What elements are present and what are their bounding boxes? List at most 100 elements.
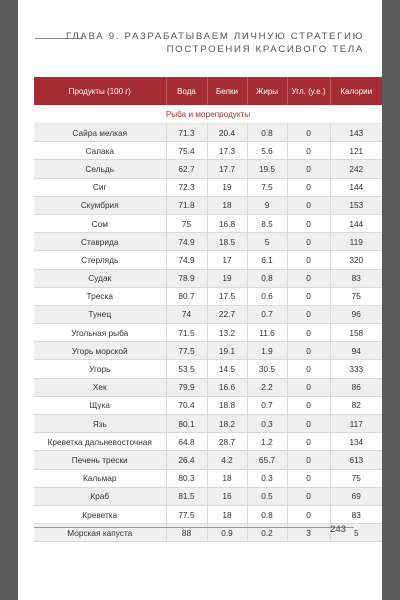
protein-value: 18 [207, 196, 248, 215]
carbs-value: 0 [287, 341, 331, 361]
table-row: Язь 80.1 18.2 0.3 0 117 [34, 414, 382, 434]
product-name: Морская капуста [34, 523, 167, 543]
carbs-value: 0 [287, 123, 331, 143]
header-rule [35, 38, 83, 39]
carbs-value: 0 [287, 305, 331, 325]
table-row: Сельдь 62.7 17.7 19.5 0 242 [34, 159, 382, 179]
product-name: Ставрида [34, 232, 167, 252]
nutrition-table: Продукты (100 г) Вода Белки Жиры Угл. (у… [34, 77, 382, 543]
fat-value: 1.2 [247, 432, 288, 452]
protein-value: 18 [207, 505, 248, 525]
table-row: Креветка 77.5 18 0.8 0 83 [34, 505, 382, 525]
fat-value: 0.6 [247, 287, 288, 306]
fat-value: 0.8 [247, 505, 288, 525]
water-value: 64.8 [166, 432, 208, 452]
protein-value: 18.8 [207, 396, 248, 416]
product-name: Язь [34, 414, 167, 434]
fat-value: 1.9 [247, 341, 288, 361]
carbs-value: 0 [287, 287, 331, 306]
water-value: 80.7 [166, 287, 208, 306]
carbs-value: 0 [287, 432, 331, 452]
carbs-value: 0 [287, 487, 331, 506]
carbs-value: 0 [287, 505, 331, 525]
fat-value: 0.5 [247, 487, 288, 506]
column-header-product: Продукты (100 г) [34, 77, 167, 105]
water-value: 71.8 [166, 196, 208, 215]
carbs-value: 0 [287, 469, 331, 488]
carbs-value: 0 [287, 159, 331, 179]
carbs-value: 0 [287, 214, 331, 234]
product-name: Судак [34, 269, 167, 288]
calories-value: 82 [330, 396, 382, 416]
product-name: Сиг [34, 178, 167, 197]
column-header-water: Вода [166, 77, 208, 105]
column-header-protein: Белки [207, 77, 248, 105]
product-name: Угорь [34, 359, 167, 379]
fat-value: 5 [247, 232, 288, 252]
product-name: Стерлядь [34, 250, 167, 270]
protein-value: 19.1 [207, 341, 248, 361]
calories-value: 121 [330, 141, 382, 161]
fat-value: 0.3 [247, 414, 288, 434]
water-value: 77.5 [166, 341, 208, 361]
calories-value: 613 [330, 450, 382, 470]
protein-value: 19 [207, 269, 248, 288]
table-row: Ставрида 74.9 18.5 5 0 119 [34, 232, 382, 252]
protein-value: 18 [207, 469, 248, 488]
water-value: 75 [166, 214, 208, 234]
calories-value: 75 [330, 469, 382, 488]
product-name: Кальмар [34, 469, 167, 488]
protein-value: 16 [207, 487, 248, 506]
product-name: Щука [34, 396, 167, 416]
fat-value: 0.7 [247, 396, 288, 416]
product-name: Тунец [34, 305, 167, 325]
fat-value: 0.8 [247, 269, 288, 288]
table-row: Щука 70.4 18.8 0.7 0 82 [34, 396, 382, 416]
chapter-title-line-2: ПОСТРОЕНИЯ КРАСИВОГО ТЕЛА [166, 44, 364, 55]
carbs-value: 0 [287, 396, 331, 416]
fat-value: 6.1 [247, 250, 288, 270]
page-number: 243 [329, 524, 346, 535]
water-value: 53.5 [166, 359, 208, 379]
product-name: Креветка [34, 505, 167, 525]
table-row: Стерлядь 74.9 17 6.1 0 320 [34, 250, 382, 270]
protein-value: 0.9 [207, 523, 248, 543]
product-name: Сельдь [34, 159, 167, 179]
section-title: Рыба и морепродукты [34, 105, 382, 124]
column-header-fat: Жиры [247, 77, 288, 105]
product-name: Хек [34, 378, 167, 397]
product-name: Печень трески [34, 450, 167, 470]
calories-value: 134 [330, 432, 382, 452]
calories-value: 242 [330, 159, 382, 179]
calories-value: 5 [330, 523, 382, 543]
protein-value: 17.5 [207, 287, 248, 306]
water-value: 77.5 [166, 505, 208, 525]
water-value: 26.4 [166, 450, 208, 470]
product-name: Угорь морской [34, 341, 167, 361]
calories-value: 144 [330, 214, 382, 234]
water-value: 74.9 [166, 232, 208, 252]
table-row: Угорь морской 77.5 19.1 1.9 0 94 [34, 341, 382, 361]
table-row: Сом 75 16.8 8.5 0 144 [34, 214, 382, 234]
protein-value: 14.5 [207, 359, 248, 379]
table-row: Скумбрия 71.8 18 9 0 153 [34, 196, 382, 215]
protein-value: 20.4 [207, 123, 248, 143]
fat-value: 0.7 [247, 305, 288, 325]
water-value: 75.4 [166, 141, 208, 161]
calories-value: 320 [330, 250, 382, 270]
protein-value: 18.5 [207, 232, 248, 252]
calories-value: 333 [330, 359, 382, 379]
calories-value: 69 [330, 487, 382, 506]
water-value: 71.5 [166, 323, 208, 343]
water-value: 80.1 [166, 414, 208, 434]
product-name: Треска [34, 287, 167, 306]
table-row: Печень трески 26.4 4.2 65.7 0 613 [34, 450, 382, 470]
table-row: Креветка дальневосточная 64.8 28.7 1.2 0 134 [34, 432, 382, 452]
carbs-value: 0 [287, 141, 331, 161]
calories-value: 153 [330, 196, 382, 215]
protein-value: 17.3 [207, 141, 248, 161]
protein-value: 16.8 [207, 214, 248, 234]
calories-value: 143 [330, 123, 382, 143]
table-row: Угорь 53.5 14.5 30.5 0 333 [34, 359, 382, 379]
water-value: 80.3 [166, 469, 208, 488]
